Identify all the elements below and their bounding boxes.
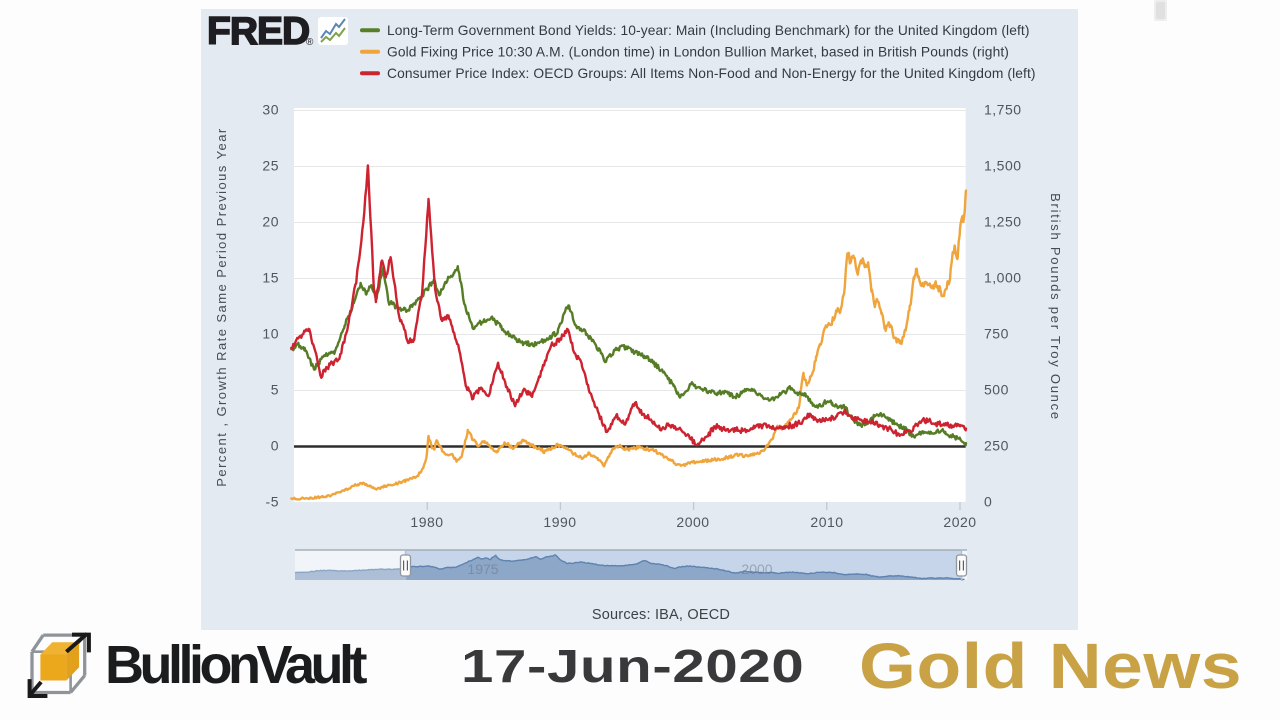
svg-text:500: 500 (984, 382, 1009, 398)
svg-text:-5: -5 (266, 494, 279, 510)
svg-text:750: 750 (984, 326, 1009, 342)
svg-text:1,000: 1,000 (984, 270, 1022, 286)
svg-text:1975: 1975 (467, 561, 498, 577)
svg-text:0: 0 (271, 438, 279, 454)
svg-text:2020: 2020 (943, 514, 976, 530)
svg-text:2000: 2000 (741, 561, 772, 577)
svg-text:10: 10 (262, 326, 279, 342)
svg-text:1,500: 1,500 (984, 158, 1022, 174)
svg-text:250: 250 (984, 438, 1009, 454)
svg-text:Gold Fixing Price 10:30 A.M. (: Gold Fixing Price 10:30 A.M. (London tim… (387, 44, 1009, 59)
svg-text:5: 5 (271, 382, 279, 398)
svg-text:Sources: IBA, OECD: Sources: IBA, OECD (592, 607, 730, 623)
svg-text:Percent , Growth Rate Same Per: Percent , Growth Rate Same Period Previo… (214, 127, 229, 486)
svg-text:FRED: FRED (207, 10, 309, 53)
svg-text:25: 25 (262, 158, 279, 174)
svg-text:30: 30 (262, 102, 279, 118)
svg-text:1980: 1980 (410, 514, 443, 530)
svg-text:1,250: 1,250 (984, 214, 1022, 230)
svg-text:2000: 2000 (676, 514, 709, 530)
svg-text:1,750: 1,750 (984, 102, 1022, 118)
svg-text:Long-Term Government Bond Yiel: Long-Term Government Bond Yields: 10-yea… (387, 23, 1030, 38)
svg-text:Consumer Price Index: OECD Gro: Consumer Price Index: OECD Groups: All I… (387, 66, 1036, 81)
svg-text:15: 15 (262, 270, 279, 286)
svg-text:0: 0 (984, 494, 992, 510)
svg-text:British Pounds per Troy Ounce: British Pounds per Troy Ounce (1048, 193, 1063, 421)
svg-text:1990: 1990 (543, 514, 576, 530)
svg-text:2010: 2010 (810, 514, 843, 530)
svg-text:®: ® (306, 37, 314, 48)
svg-text:20: 20 (262, 214, 279, 230)
